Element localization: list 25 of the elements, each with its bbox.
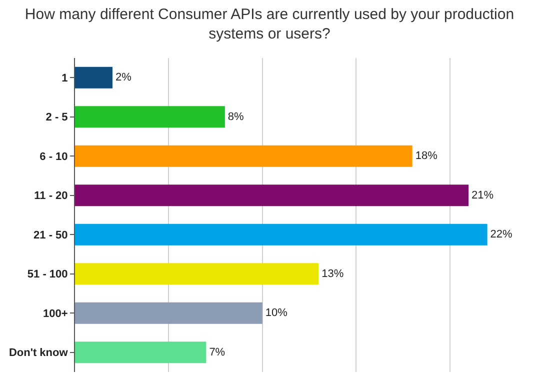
bar [75, 263, 319, 285]
data-label: 18% [415, 150, 438, 162]
data-label: 8% [228, 110, 244, 123]
bar [75, 342, 206, 364]
data-label: 2% [115, 72, 132, 84]
data-label: 13% [322, 268, 344, 280]
bar [75, 184, 469, 206]
bar [75, 224, 488, 246]
y-tick-label: Don't know [8, 347, 68, 360]
data-label: 7% [209, 346, 226, 358]
y-tick-label: 1 [62, 72, 68, 84]
y-tick-label: 11 - 20 [34, 190, 68, 202]
bar [75, 302, 262, 324]
data-label: 10% [265, 307, 288, 320]
y-tick-label: 6 - 10 [40, 150, 68, 163]
bar [75, 66, 112, 88]
bar [75, 106, 225, 128]
bar [75, 145, 412, 167]
y-tick-label: 21 - 50 [34, 229, 68, 242]
data-label: 21% [472, 189, 494, 202]
y-tick-label: 2 - 5 [46, 112, 68, 124]
y-tick-label: 51 - 100 [27, 268, 68, 281]
chart-title: How many different Consumer APIs are currently used by your production systems or users? [24, 6, 514, 42]
y-tick-label: 100+ [43, 308, 68, 320]
data-label: 22% [490, 228, 513, 241]
